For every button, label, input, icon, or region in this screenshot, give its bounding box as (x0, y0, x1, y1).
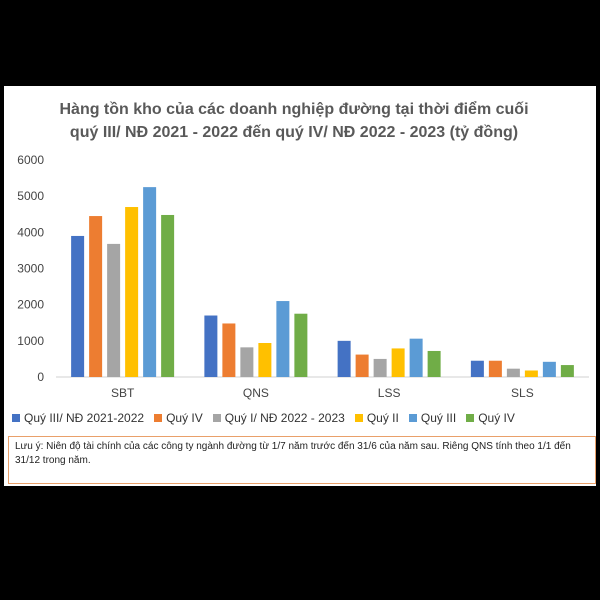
bar-lss-series-1 (355, 354, 369, 377)
bar-qns-series-5 (294, 313, 308, 377)
legend-label: Quý II (366, 411, 399, 425)
bar-sls-series-4 (542, 361, 556, 377)
legend-swatch (408, 414, 417, 422)
bar-sbt-series-4 (143, 187, 157, 377)
legend-swatch (354, 414, 363, 422)
bar-chart: 0 1000 2000 3000 4000 5000 6000 SBT QNS LSS SLS (17, 153, 589, 400)
x-tick-label: QNS (243, 386, 269, 400)
bar-sbt-series-2 (107, 243, 121, 377)
bar-lss-series-5 (427, 350, 441, 377)
bar-sbt-series-0 (71, 235, 85, 377)
x-tick-label: SBT (111, 386, 135, 400)
legend-label: Quý I/ NĐ 2022 - 2023 (224, 411, 345, 425)
x-tick-label: LSS (378, 386, 401, 400)
x-tick-label: SLS (511, 386, 534, 400)
bar-qns-series-4 (276, 301, 290, 377)
bar-qns-series-1 (222, 323, 236, 377)
legend-item: Quý IV (466, 411, 515, 425)
legend-item: Quý III/ NĐ 2021-2022 (12, 411, 144, 425)
legend-item: Quý IV (154, 411, 203, 425)
legend-swatch (212, 414, 221, 422)
legend-label: Quý IV (166, 411, 203, 425)
bar-qns-series-3 (258, 343, 272, 377)
bar-lss-series-0 (337, 340, 351, 377)
legend-label: Quý III/ NĐ 2021-2022 (24, 411, 145, 425)
bar-sls-series-0 (470, 360, 484, 377)
chart-title: Hàng tồn kho của các doanh nghiệp đường … (59, 101, 529, 141)
bar-lss-series-2 (373, 358, 387, 377)
legend-swatch (154, 414, 163, 422)
bar-sls-series-3 (524, 370, 538, 377)
legend-label: Quý III (420, 411, 457, 425)
legend-item: Quý III (408, 411, 457, 425)
legend-item: Quý II (354, 411, 399, 425)
bar-sls-series-5 (560, 365, 574, 377)
chart-card: Hàng tồn kho của các doanh nghiệp đường … (4, 86, 596, 486)
bar-sls-series-2 (506, 368, 520, 377)
legend-swatch (12, 414, 20, 422)
y-tick-label: 0 (37, 370, 44, 384)
y-tick-label: 1000 (17, 334, 44, 348)
y-tick-label: 2000 (17, 298, 44, 312)
bar-lss-series-3 (391, 348, 405, 377)
legend-label: Quý IV (478, 411, 515, 425)
chart-note: Lưu ý: Niên độ tài chính của các công ty… (8, 436, 596, 484)
legend-item: Quý I/ NĐ 2022 - 2023 (212, 411, 345, 425)
y-tick-label: 3000 (17, 262, 44, 276)
bar-sbt-series-3 (125, 207, 139, 377)
legend-swatch (466, 414, 475, 422)
bar-sbt-series-5 (161, 214, 175, 377)
bar-sbt-series-1 (89, 216, 103, 377)
y-tick-label: 5000 (17, 189, 44, 203)
bar-qns-series-0 (204, 315, 218, 377)
y-tick-label: 4000 (17, 225, 44, 239)
y-tick-label: 6000 (17, 153, 44, 167)
bar-lss-series-4 (409, 338, 423, 377)
bar-qns-series-2 (240, 347, 254, 377)
bar-sls-series-1 (488, 360, 502, 377)
chart-legend: Quý III/ NĐ 2021-2022 Quý IV Quý I/ NĐ 202… (12, 408, 596, 428)
